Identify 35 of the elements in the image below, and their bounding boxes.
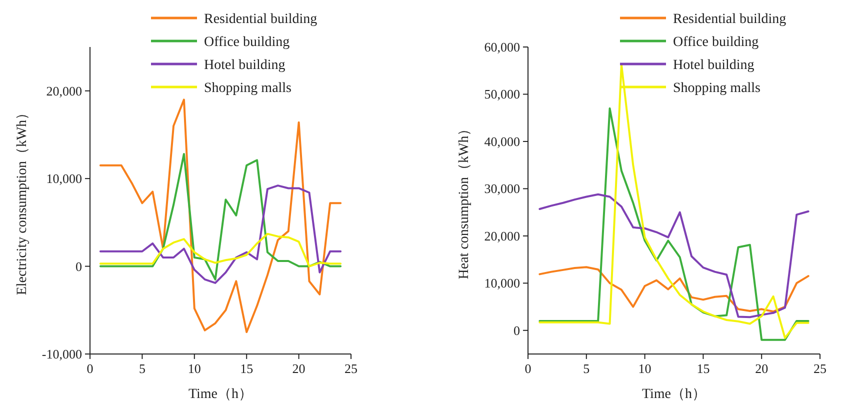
- y-tick-label: 0: [76, 258, 82, 274]
- x-tick-label: 15: [696, 361, 710, 376]
- x-tick-label: 0: [86, 361, 94, 376]
- x-tick-label: 15: [240, 361, 254, 376]
- legend-label: Hotel building: [204, 58, 286, 73]
- y-tick-label: 30,000: [484, 181, 520, 196]
- x-tick-label: 25: [344, 361, 358, 376]
- legend-label: Shopping malls: [673, 81, 761, 96]
- x-tick-label: 20: [755, 361, 768, 376]
- legend-label: Hotel building: [673, 58, 754, 73]
- y-tick-label: 10,000: [484, 276, 520, 291]
- x-tick-label: 5: [138, 361, 146, 376]
- x-tick-label: 25: [814, 361, 826, 376]
- y-tick-label: 20,000: [46, 83, 82, 98]
- x-tick-label: 0: [524, 361, 532, 376]
- legend-label: Office building: [673, 35, 759, 50]
- y-tick-label: 10,000: [46, 171, 82, 186]
- y-axis-title: Heat consumption（kWh）: [457, 122, 472, 280]
- x-tick-label: 5: [583, 361, 590, 376]
- y-tick-label: -10,000: [42, 346, 82, 362]
- y-tick-label: 40,000: [484, 134, 520, 149]
- x-axis-title: Time（h）: [188, 387, 253, 402]
- legend-label: Shopping malls: [204, 81, 292, 96]
- y-axis-title: Electricity consumption（kWh）: [15, 106, 30, 296]
- y-tick-label: 60,000: [484, 40, 520, 54]
- legend-label: Residential building: [204, 12, 318, 27]
- x-axis-title: Time（h）: [642, 387, 706, 402]
- y-tick-label: 20,000: [484, 228, 520, 244]
- legend-label: Residential building: [673, 12, 786, 27]
- x-tick-label: 20: [292, 361, 306, 376]
- x-tick-label: 10: [638, 361, 652, 376]
- y-tick-label: 50,000: [484, 86, 520, 102]
- y-tick-label: 0: [514, 322, 520, 338]
- x-tick-label: 10: [188, 361, 201, 376]
- legend-label: Office building: [204, 35, 290, 50]
